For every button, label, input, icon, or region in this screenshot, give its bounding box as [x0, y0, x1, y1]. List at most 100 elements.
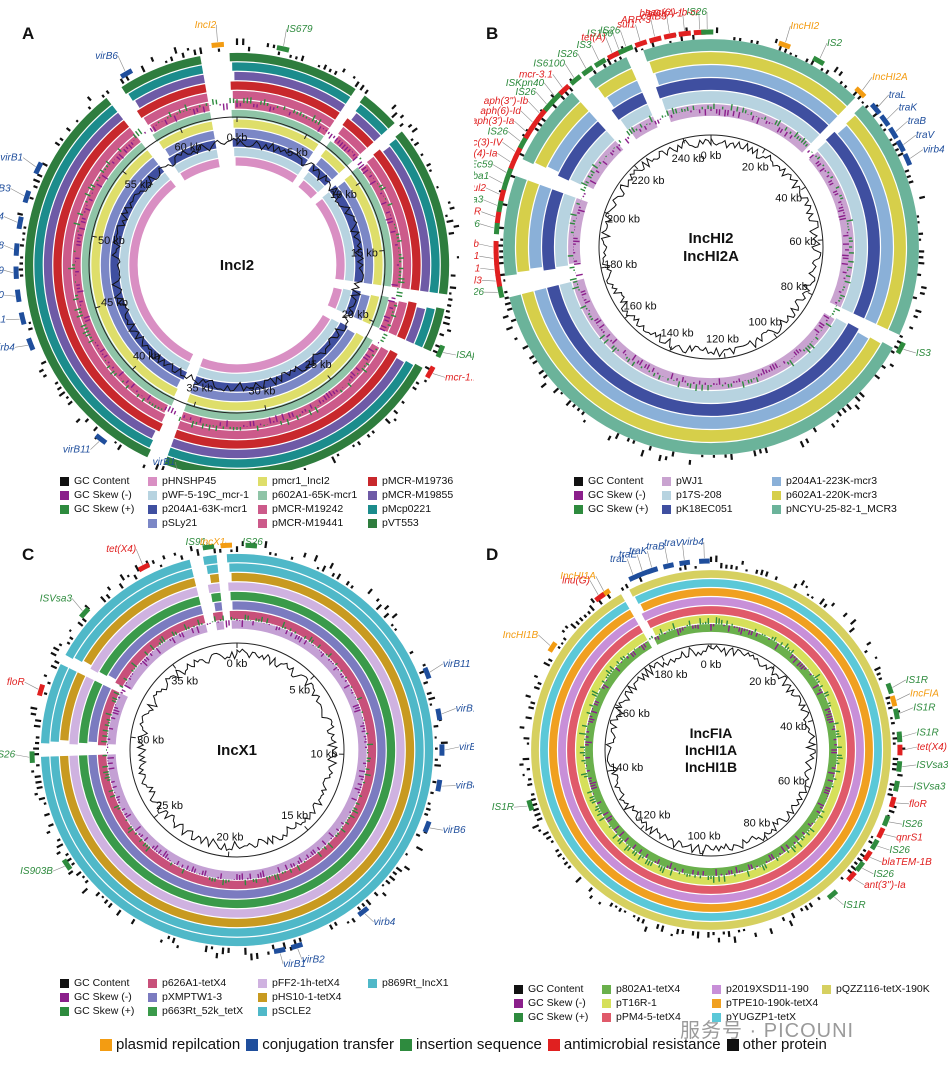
gc-skew-bar: [763, 116, 767, 121]
leader-line: [175, 461, 178, 470]
gene-mark: [46, 830, 51, 835]
gc-skew-bar: [215, 99, 218, 105]
gene-mark: [40, 360, 47, 365]
ring-gap: [146, 141, 164, 158]
gc-skew-bar: [831, 785, 834, 788]
gc-skew-bar: [111, 366, 115, 369]
gc-skew-bar: [659, 628, 663, 635]
gc-skew-bar: [583, 192, 586, 195]
gene-mark: [618, 907, 623, 913]
gene-label: IS26: [515, 87, 536, 98]
gene-mark: [313, 554, 319, 562]
leader-line: [24, 681, 39, 690]
gene-mark: [95, 891, 101, 897]
gc-skew-bar: [807, 823, 812, 827]
gc-skew-bar: [786, 849, 790, 854]
gc-skew-bar: [816, 691, 823, 696]
gc-skew-bar: [292, 109, 296, 114]
panel-label: A: [22, 24, 35, 43]
tick-mark: [95, 306, 101, 309]
gene-mark: [868, 840, 873, 845]
gc-skew-bar: [171, 631, 175, 637]
gc-skew-bar: [325, 129, 328, 132]
tick-label: 10 kb: [330, 189, 357, 201]
category-swatch: [246, 1038, 259, 1051]
gene-mark: [331, 572, 336, 578]
gc-skew-bar: [166, 116, 169, 119]
gene-mark: [415, 846, 424, 852]
gc-skew-bar: [768, 854, 773, 861]
gc-skew-bar: [292, 862, 296, 867]
legend-label: pMCR-M19242: [272, 503, 344, 515]
gc-skew-bar: [603, 338, 609, 344]
gene-mark: [655, 923, 660, 930]
gc-skew-bar: [123, 677, 128, 681]
gene-label: virb4: [374, 917, 396, 928]
leader-line: [444, 746, 460, 751]
gc-skew-bar: [735, 866, 738, 874]
gene-mark: [424, 812, 429, 817]
gene-mark: [171, 937, 176, 944]
ring-gap: [606, 119, 628, 141]
annotation-block: [276, 45, 290, 53]
gc-skew-bar: [598, 810, 601, 813]
gc-skew-bar: [111, 161, 115, 165]
gc-skew-bar: [383, 315, 391, 319]
gene-mark: [384, 418, 391, 425]
gc-skew-bar: [755, 377, 759, 383]
gc-skew-bar: [368, 174, 373, 178]
gc-skew-bar: [387, 323, 392, 327]
legend-label: pXMPTW1-3: [162, 991, 223, 1003]
gc-skew-bar: [676, 378, 678, 381]
ring-gap: [340, 104, 357, 121]
gc-skew-bar: [362, 781, 366, 784]
gc-skew-bar: [616, 145, 621, 152]
leader-line: [595, 576, 604, 591]
leader-line: [903, 349, 916, 354]
gene-mark: [835, 419, 840, 423]
gc-skew-bar: [297, 860, 301, 865]
gc-skew-bar: [585, 307, 588, 310]
gene-mark: [753, 450, 757, 457]
gene-mark: [886, 814, 890, 818]
gc-skew-bar: [380, 201, 387, 206]
gene-mark: [93, 426, 99, 432]
gene-mark: [71, 862, 76, 866]
gene-mark: [572, 403, 576, 408]
annotation-track: [526, 558, 903, 901]
legend-label: GC Skew (+): [528, 1011, 589, 1023]
tick-label: 55 kb: [125, 179, 152, 191]
gc-skew-bar: [132, 133, 137, 139]
leader-line: [15, 754, 30, 758]
ring-gap: [164, 165, 180, 180]
ring-gap: [631, 61, 654, 81]
gene-mark: [446, 329, 452, 333]
gc-skew-bar: [666, 865, 669, 869]
gene-mark: [576, 407, 581, 412]
tick-label: 35 kb: [186, 382, 213, 394]
gc-skew-bar: [816, 810, 821, 814]
gc-skew-bar: [77, 290, 84, 293]
ring-gap: [388, 286, 401, 303]
gc-skew-bar: [835, 730, 840, 733]
tick-label: 40 kb: [780, 721, 807, 733]
gc-skew-bar: [827, 779, 834, 783]
gene-mark: [115, 909, 122, 916]
gc-skew-bar: [757, 373, 760, 377]
gc-skew-bar: [220, 873, 223, 880]
gc-skew-bar: [747, 629, 751, 635]
gc-skew-bar: [110, 780, 115, 784]
gene-mark: [114, 440, 118, 444]
gc-skew-bar: [106, 718, 111, 721]
gene-mark: [552, 387, 560, 394]
gc-skew-bar: [695, 384, 698, 392]
gc-skew-bar: [668, 628, 671, 632]
gene-mark: [173, 552, 177, 556]
gc-skew-bar: [178, 633, 182, 638]
gene-mark: [769, 928, 774, 935]
legend-item: p2019XSD11-190: [712, 982, 818, 996]
gc-skew-bar: [847, 266, 852, 269]
legend-swatch: [772, 476, 781, 486]
gc-skew-bar: [77, 212, 84, 216]
